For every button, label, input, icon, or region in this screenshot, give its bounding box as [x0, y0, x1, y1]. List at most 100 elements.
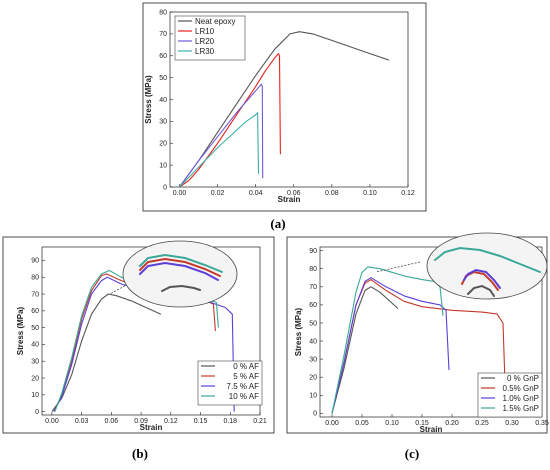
zoom-curve-1	[434, 246, 541, 273]
zoom-inset	[109, 240, 238, 308]
legend-box	[477, 372, 543, 418]
y-axis-title: Stress (MPa)	[144, 75, 153, 124]
series-line-3	[179, 83, 264, 188]
x-axis-title: Strain	[140, 423, 163, 432]
zoom-curve-4	[467, 284, 495, 297]
legend-label: Neat epoxy	[195, 17, 235, 26]
y-tick-label: 40	[309, 338, 317, 345]
legend-label: 0 % GnP	[507, 374, 539, 383]
series-line-2	[179, 53, 281, 188]
y-tick-label: 0	[163, 184, 167, 191]
zoom-inset	[375, 232, 548, 300]
x-tick-label: 0.18	[223, 418, 237, 425]
legend-label: 1.0% GnP	[503, 394, 539, 403]
y-axis-title: Stress (MPa)	[294, 307, 303, 356]
y-tick-label: 20	[159, 141, 167, 148]
x-axis-title: Strain	[278, 195, 301, 204]
legend-label: 10 % AF	[229, 392, 259, 401]
legend-box	[197, 360, 263, 406]
series-line-1	[179, 31, 390, 188]
y-tick-label: 50	[159, 75, 167, 82]
legend-box	[174, 15, 246, 61]
y-tick-label: 90	[31, 258, 39, 265]
x-tick-label: 0.10	[385, 420, 399, 427]
zoom-curve-4	[161, 284, 201, 292]
legend-label: LR20	[195, 37, 215, 46]
x-tick-label: 0.00	[173, 190, 187, 197]
y-tick-label: 40	[31, 342, 39, 349]
x-tick-label: 0.00	[325, 420, 339, 427]
x-tick-label: 0.12	[164, 418, 178, 425]
x-tick-label: 0.00	[45, 418, 59, 425]
x-tick-label: 0.25	[475, 420, 489, 427]
y-tick-label: 60	[159, 53, 167, 60]
legend-label: 0 % AF	[233, 362, 259, 371]
y-tick-label: 60	[309, 302, 317, 309]
x-tick-label: 0.15	[194, 418, 208, 425]
zoom-pointer	[375, 261, 421, 273]
y-tick-label: 80	[31, 275, 39, 282]
zoom-curve-3	[139, 261, 219, 281]
x-tick-label: 0.30	[505, 420, 519, 427]
y-tick-label: 30	[309, 356, 317, 363]
y-tick-label: 40	[159, 97, 167, 104]
legend-label: 7.5 % AF	[227, 382, 260, 391]
panel-label-a: (a)	[270, 216, 285, 231]
y-tick-label: 0	[313, 411, 317, 418]
chart-1: 0 10 20 30 40 50 60 70 80 0.00 0.02 0.04 0.06 0.08 0.1…	[142, 2, 427, 212]
legend-label: 5 % AF	[233, 372, 259, 381]
y-tick-label: 60	[31, 308, 39, 315]
y-tick-label: 50	[31, 325, 39, 332]
x-tick-label: 0.03	[75, 418, 89, 425]
legend-label: LR10	[195, 27, 215, 36]
y-tick-label: 70	[31, 291, 39, 298]
legend-label: 1.5% GnP	[503, 404, 539, 413]
y-tick-label: 20	[309, 375, 317, 382]
x-tick-label: 0.10	[363, 190, 377, 197]
panel-label-b: (b)	[132, 446, 148, 461]
y-tick-label: 70	[159, 31, 167, 38]
legend-label: LR30	[195, 47, 215, 56]
y-tick-label: 10	[159, 162, 167, 169]
x-tick-label: 0.09	[134, 418, 148, 425]
x-tick-label: 0.04	[249, 190, 263, 197]
x-axis-title: Strain	[420, 425, 443, 434]
chart-3: 0 10 20 30 40 50 60 70 80 90 0.00 0.05 0.10 0.15 0.20 0…	[286, 232, 549, 434]
x-tick-label: 0.20	[445, 420, 459, 427]
plot-area	[319, 246, 543, 418]
y-tick-label: 30	[159, 119, 167, 126]
y-tick-label: 20	[31, 375, 39, 382]
series-line-4	[179, 112, 260, 188]
series-line-1	[51, 293, 162, 412]
panel-label-c: (c)	[405, 446, 419, 461]
x-tick-label: 0.06	[105, 418, 119, 425]
x-tick-label: 0.12	[401, 190, 415, 197]
x-tick-label: 0.15	[415, 420, 429, 427]
y-tick-label: 30	[31, 359, 39, 366]
x-tick-label: 0.35	[535, 420, 549, 427]
x-tick-label: 0.08	[325, 190, 339, 197]
y-tick-label: 10	[31, 392, 39, 399]
legend-label: 0.5% GnP	[503, 384, 539, 393]
y-axis-title: Stress (MPa)	[16, 306, 25, 355]
y-tick-label: 10	[309, 393, 317, 400]
y-tick-label: 0	[35, 409, 39, 416]
y-tick-label: 80	[309, 266, 317, 273]
series-line-3	[53, 276, 235, 412]
x-tick-label: 0.06	[287, 190, 301, 197]
zoom-curve-2	[139, 257, 221, 277]
y-tick-label: 80	[159, 9, 167, 16]
x-tick-label: 0.02	[211, 190, 225, 197]
x-tick-label: 0.05	[355, 420, 369, 427]
y-tick-label: 90	[309, 248, 317, 255]
chart-2: 0 10 20 30 40 50 60 70 80 90 0.00 0.03 0.06 0.09 0.12 0…	[2, 236, 275, 434]
series-line-1	[331, 286, 399, 414]
x-tick-label: 0.21	[253, 418, 267, 425]
zoom-curve-1	[139, 253, 223, 273]
zoom-curve-3	[463, 268, 501, 289]
y-tick-label: 50	[309, 320, 317, 327]
